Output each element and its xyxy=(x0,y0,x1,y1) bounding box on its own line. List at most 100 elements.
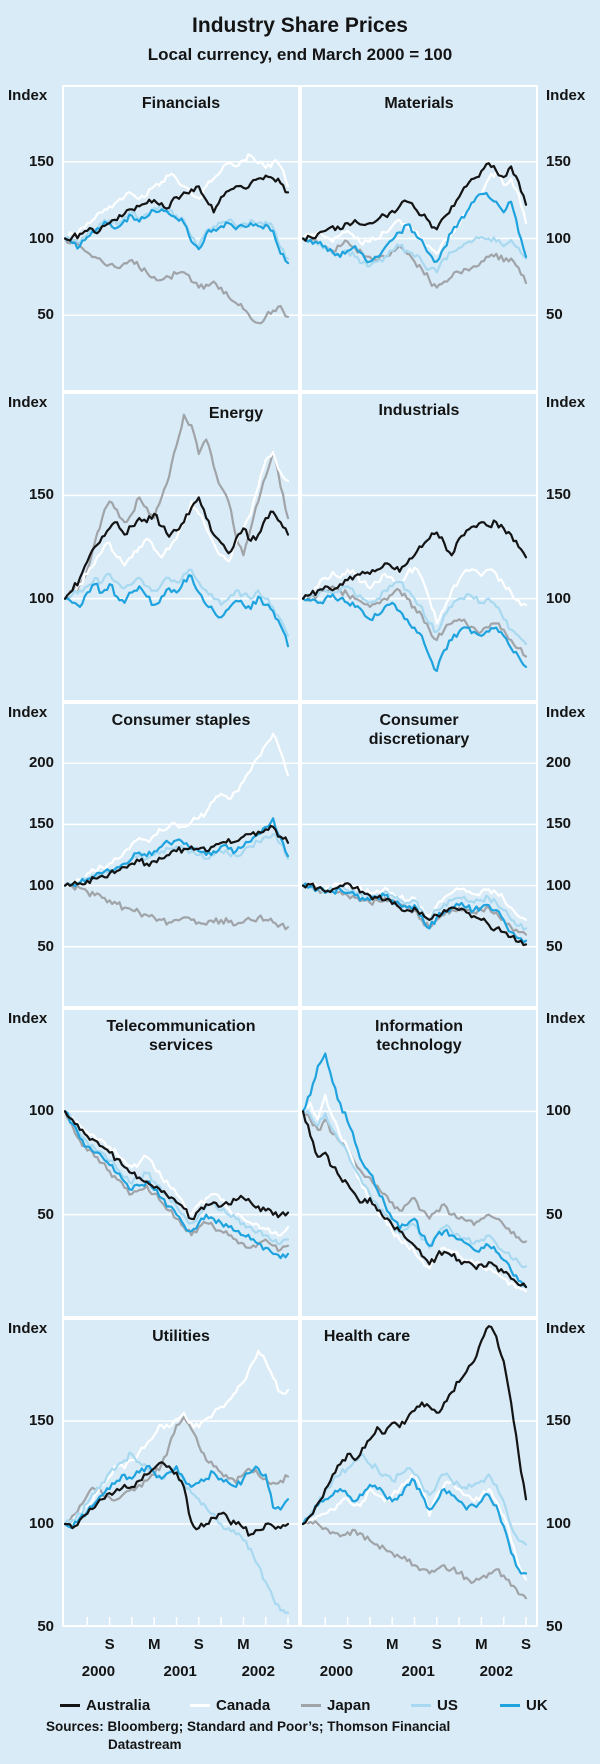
y-tick-left-100: 100 xyxy=(28,229,54,247)
y-tick-left-100: 100 xyxy=(28,589,54,607)
series-line-uk xyxy=(64,208,290,265)
series-line-japan xyxy=(64,237,290,325)
legend-label-canada: Canada xyxy=(216,1697,271,1715)
series-line-canada xyxy=(64,450,290,600)
panel-border xyxy=(300,1008,538,1318)
series-line-japan xyxy=(64,413,290,601)
legend-item-australia: Australia xyxy=(60,1697,150,1717)
series-line-australia xyxy=(64,496,290,600)
panel-chart-industrials xyxy=(300,392,538,702)
x-tick-label-0-2: S xyxy=(193,1636,204,1653)
index-label-right-row1: Index xyxy=(546,394,586,411)
y-tick-left-150: 150 xyxy=(28,152,54,170)
panel-border xyxy=(62,1008,300,1318)
panel-title-consumer-discretionary: Consumer discretionary xyxy=(368,712,470,748)
series-line-australia xyxy=(302,162,528,242)
series-line-uk xyxy=(64,817,290,888)
series-line-us xyxy=(302,580,528,646)
index-label-left-row2: Index xyxy=(8,704,48,721)
series-line-australia xyxy=(64,174,290,242)
y-tick-right-100: 100 xyxy=(546,876,572,894)
y-tick-right-100: 100 xyxy=(546,1102,572,1120)
index-label-left-row4: Index xyxy=(8,1320,48,1337)
y-tick-left-100: 100 xyxy=(28,1515,54,1532)
panel-border xyxy=(300,85,538,392)
y-tick-left-50: 50 xyxy=(37,937,54,955)
series-line-japan xyxy=(64,882,290,931)
panel-chart-materials xyxy=(300,85,538,392)
panel-chart-health-care xyxy=(300,1318,538,1627)
x-year-label-0-0: 2000 xyxy=(81,1663,116,1680)
y-tick-left-150: 150 xyxy=(28,486,54,504)
panel-border xyxy=(62,702,300,1008)
series-line-australia xyxy=(64,1110,290,1221)
panel-title-energy: Energy xyxy=(208,405,264,422)
series-line-japan xyxy=(64,1415,290,1526)
panel-chart-telecommunication-services xyxy=(62,1008,300,1318)
x-tick-label-1-3: M xyxy=(475,1636,488,1653)
legend-item-us: US xyxy=(411,1697,458,1717)
y-tick-left-50: 50 xyxy=(37,1205,54,1223)
x-tick-label-1-4: S xyxy=(520,1636,531,1653)
series-line-canada xyxy=(302,881,528,921)
series-line-us xyxy=(302,1452,528,1546)
panel-title-information-technology: Information technology xyxy=(375,1018,463,1054)
legend-swatch-japan xyxy=(301,1704,321,1708)
legend-swatch-us xyxy=(411,1704,431,1708)
series-line-canada xyxy=(64,732,290,887)
panel-title-financials: Financials xyxy=(141,95,221,112)
x-year-label-1-2: 2002 xyxy=(479,1663,513,1680)
panel-chart-utilities xyxy=(62,1318,300,1627)
series-line-australia xyxy=(64,824,290,887)
series-line-us xyxy=(64,205,290,260)
y-tick-right-100: 100 xyxy=(546,1515,572,1532)
series-line-australia xyxy=(302,519,528,600)
y-tick-right-150: 150 xyxy=(546,1412,572,1429)
x-year-label-0-2: 2002 xyxy=(241,1663,275,1680)
index-label-right-row4: Index xyxy=(546,1320,586,1337)
legend-label-australia: Australia xyxy=(86,1697,151,1715)
legend-swatch-australia xyxy=(60,1704,80,1708)
panel-border xyxy=(62,85,300,392)
series-line-uk xyxy=(302,1477,528,1575)
y-tick-left-150: 150 xyxy=(28,815,54,833)
x-year-label-1-1: 2001 xyxy=(401,1663,435,1680)
legend-item-japan: Japan xyxy=(301,1697,370,1717)
panel-title-industrials: Industrials xyxy=(378,402,460,419)
series-line-uk xyxy=(64,574,290,648)
series-line-japan xyxy=(302,585,528,658)
series-line-canada xyxy=(64,1110,290,1237)
series-line-canada xyxy=(302,566,528,625)
legend-swatch-uk xyxy=(500,1704,520,1708)
series-line-uk xyxy=(302,882,528,944)
x-tick-label-0-1: M xyxy=(147,1636,161,1653)
figure-title: Industry Share Prices xyxy=(192,14,408,37)
legend-item-canada: Canada xyxy=(190,1697,270,1717)
legend-label-uk: UK xyxy=(526,1697,548,1715)
y-tick-right-200: 200 xyxy=(546,754,572,772)
index-label-left-row3: Index xyxy=(8,1010,48,1027)
index-label-right-row2: Index xyxy=(546,704,586,721)
index-label-left-row1: Index xyxy=(8,394,48,411)
y-tick-right-100: 100 xyxy=(546,589,572,607)
x-year-label-0-1: 2001 xyxy=(163,1663,197,1680)
series-line-japan xyxy=(302,1110,528,1244)
series-line-japan xyxy=(64,1110,290,1253)
y-tick-right-50: 50 xyxy=(546,1205,563,1223)
series-line-us xyxy=(64,568,290,637)
legend-swatch-canada xyxy=(190,1704,210,1708)
x-tick-label-1-2: S xyxy=(431,1636,442,1653)
y-tick-left-50: 50 xyxy=(37,306,54,324)
panel-title-utilities: Utilities xyxy=(152,1328,210,1345)
figure-subtitle: Local currency, end March 2000 = 100 xyxy=(147,45,453,64)
x-tick-label-0-0: S xyxy=(104,1636,115,1653)
index-label-right-row3: Index xyxy=(546,1010,586,1027)
y-tick-right-50: 50 xyxy=(546,306,563,324)
panel-border xyxy=(300,392,538,702)
y-tick-left-100: 100 xyxy=(28,1102,54,1120)
series-line-japan xyxy=(302,882,528,936)
panel-chart-energy xyxy=(62,392,300,702)
y-tick-left-50: 50 xyxy=(37,1618,54,1635)
panel-title-health-care: Health care xyxy=(323,1328,411,1345)
